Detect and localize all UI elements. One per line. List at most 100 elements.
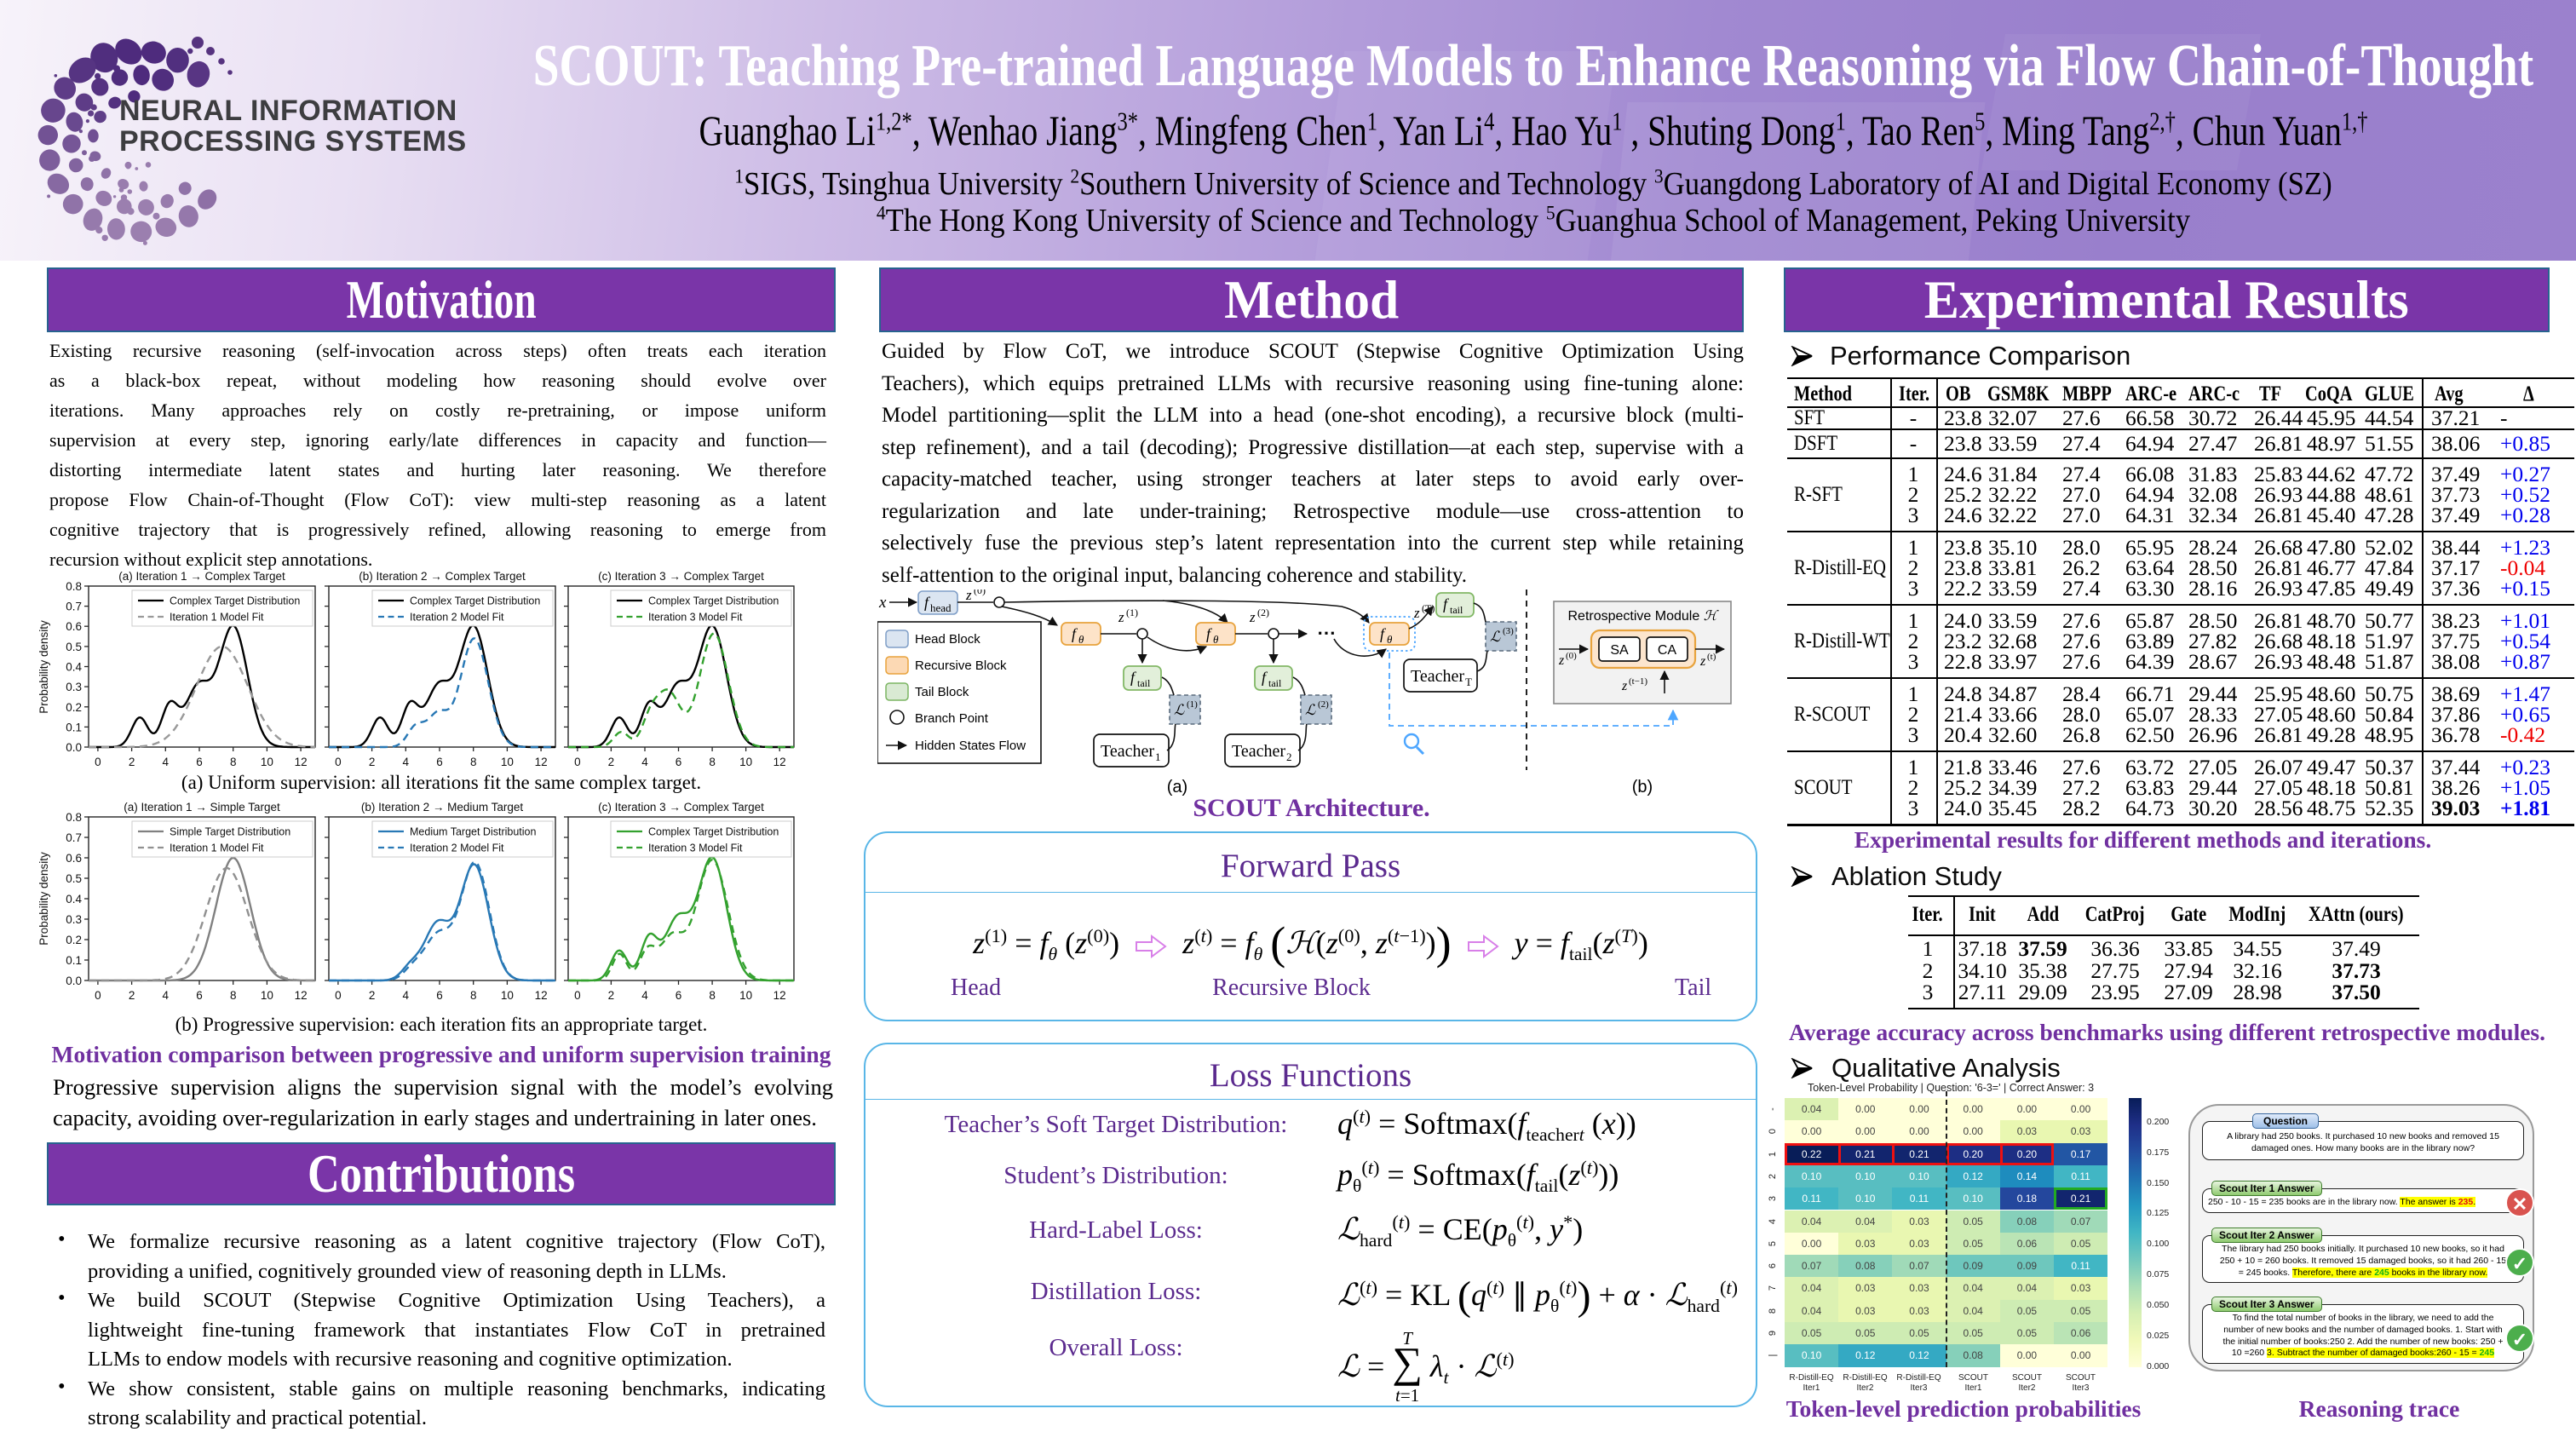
svg-text:0.2: 0.2	[66, 701, 82, 714]
svg-text:(t): (t)	[1707, 652, 1716, 662]
svg-text:4: 4	[163, 756, 170, 768]
svg-text:(c) Iteration 3 → Complex Targ: (c) Iteration 3 → Complex Target	[598, 570, 764, 583]
svg-text:Iteration 1 Model Fit: Iteration 1 Model Fit	[170, 612, 264, 624]
svg-text:0.0: 0.0	[66, 741, 82, 754]
svg-text:z: z	[1558, 653, 1565, 668]
svg-text:10: 10	[501, 756, 514, 768]
svg-text:(a) Iteration 1 → Simple Targe: (a) Iteration 1 → Simple Target	[124, 801, 280, 814]
svg-text:tail: tail	[1268, 677, 1282, 689]
svg-text:θ: θ	[1213, 633, 1219, 646]
svg-text:Complex Target Distribution: Complex Target Distribution	[410, 595, 540, 607]
svg-text:Medium Target Distribution: Medium Target Distribution	[410, 826, 536, 838]
svg-text:0.4: 0.4	[66, 893, 82, 906]
svg-text:2: 2	[369, 756, 376, 768]
svg-text:Hidden States Flow: Hidden States Flow	[915, 739, 1026, 753]
svg-text:0.2: 0.2	[66, 934, 82, 946]
svg-text:4: 4	[403, 756, 410, 768]
svg-text:0: 0	[335, 756, 342, 768]
svg-text:12: 12	[773, 756, 786, 768]
svg-text:Iteration 2 Model Fit: Iteration 2 Model Fit	[410, 612, 504, 624]
svg-text:0.0: 0.0	[66, 975, 82, 987]
svg-text:0.5: 0.5	[66, 641, 82, 653]
svg-text:tail: tail	[1137, 677, 1151, 689]
svg-text:0.3: 0.3	[66, 681, 82, 693]
svg-text:12: 12	[295, 756, 308, 768]
svg-text:2: 2	[369, 989, 376, 1002]
svg-text:(2): (2)	[1318, 699, 1329, 710]
svg-text:ℒ: ℒ	[1174, 702, 1185, 718]
svg-text:0.6: 0.6	[66, 620, 82, 633]
svg-text:f: f	[1130, 669, 1137, 686]
svg-text:6: 6	[196, 989, 203, 1002]
svg-text:0.5: 0.5	[66, 872, 82, 885]
svg-text:2: 2	[608, 989, 615, 1002]
svg-text:6: 6	[676, 756, 682, 768]
svg-text:0: 0	[95, 756, 101, 768]
svg-text:f: f	[1072, 625, 1078, 642]
svg-text:10: 10	[739, 989, 752, 1002]
svg-text:0: 0	[95, 989, 101, 1002]
svg-text:0.6: 0.6	[66, 852, 82, 865]
svg-text:(3): (3)	[1503, 626, 1514, 636]
svg-text:0.4: 0.4	[66, 661, 82, 674]
svg-text:Iteration 3 Model Fit: Iteration 3 Model Fit	[648, 842, 743, 854]
svg-text:0.1: 0.1	[66, 721, 82, 733]
svg-text:12: 12	[535, 756, 548, 768]
svg-text:z: z	[1249, 609, 1256, 625]
svg-text:8: 8	[470, 756, 477, 768]
svg-text:0: 0	[574, 756, 581, 768]
svg-text:(0): (0)	[1566, 651, 1577, 661]
svg-text:f: f	[1380, 625, 1387, 642]
svg-text:0.1: 0.1	[66, 954, 82, 967]
svg-text:8: 8	[230, 989, 237, 1002]
svg-text:z: z	[1699, 654, 1706, 669]
svg-text:θ: θ	[1387, 633, 1393, 646]
svg-text:(1): (1)	[1126, 607, 1138, 618]
svg-text:10: 10	[261, 989, 273, 1002]
svg-text:0.3: 0.3	[66, 913, 82, 926]
svg-text:Complex Target Distribution: Complex Target Distribution	[648, 595, 779, 607]
svg-text:(1): (1)	[1187, 699, 1198, 710]
svg-text:2: 2	[1286, 750, 1292, 763]
svg-text:⋯: ⋯	[1317, 622, 1336, 643]
svg-text:2: 2	[129, 989, 135, 1002]
svg-text:Branch Point: Branch Point	[915, 711, 989, 726]
svg-text:0: 0	[335, 989, 342, 1002]
svg-text:Teacher: Teacher	[1411, 667, 1464, 686]
svg-text:(a) Iteration 1 → Complex Targ: (a) Iteration 1 → Complex Target	[118, 570, 285, 583]
svg-text:(0): (0)	[974, 589, 986, 596]
svg-text:10: 10	[739, 756, 752, 768]
svg-text:z: z	[1413, 605, 1420, 621]
svg-text:(b): (b)	[1632, 778, 1653, 796]
svg-text:4: 4	[641, 756, 648, 768]
svg-text:head: head	[930, 601, 952, 614]
svg-text:2: 2	[608, 756, 615, 768]
svg-text:Complex Target Distribution: Complex Target Distribution	[170, 595, 300, 607]
svg-text:(2): (2)	[1257, 607, 1269, 618]
svg-text:x: x	[878, 594, 887, 612]
svg-text:10: 10	[501, 989, 514, 1002]
svg-text:ℒ: ℒ	[1490, 629, 1501, 645]
svg-text:f: f	[1443, 595, 1450, 612]
svg-text:z: z	[965, 589, 972, 603]
svg-text:Tail Block: Tail Block	[915, 685, 969, 699]
svg-text:f: f	[924, 594, 931, 611]
svg-text:Probability density: Probability density	[37, 852, 50, 946]
svg-text:0.7: 0.7	[66, 831, 82, 844]
svg-text:Probability density: Probability density	[37, 620, 50, 714]
svg-text:1: 1	[1155, 750, 1161, 763]
svg-text:8: 8	[709, 989, 716, 1002]
svg-text:Recursive Block: Recursive Block	[915, 658, 1007, 673]
svg-text:6: 6	[436, 989, 443, 1002]
svg-text:12: 12	[535, 989, 548, 1002]
svg-text:Iteration 1 Model Fit: Iteration 1 Model Fit	[170, 842, 264, 854]
svg-text:8: 8	[709, 756, 716, 768]
svg-text:8: 8	[230, 756, 237, 768]
svg-text:0.8: 0.8	[66, 811, 82, 824]
svg-text:Iteration 3 Model Fit: Iteration 3 Model Fit	[648, 612, 743, 624]
svg-text:Simple Target Distribution: Simple Target Distribution	[170, 826, 290, 838]
svg-text:4: 4	[641, 989, 648, 1002]
svg-text:12: 12	[773, 989, 786, 1002]
svg-text:6: 6	[676, 989, 682, 1002]
svg-text:0.8: 0.8	[66, 580, 82, 593]
